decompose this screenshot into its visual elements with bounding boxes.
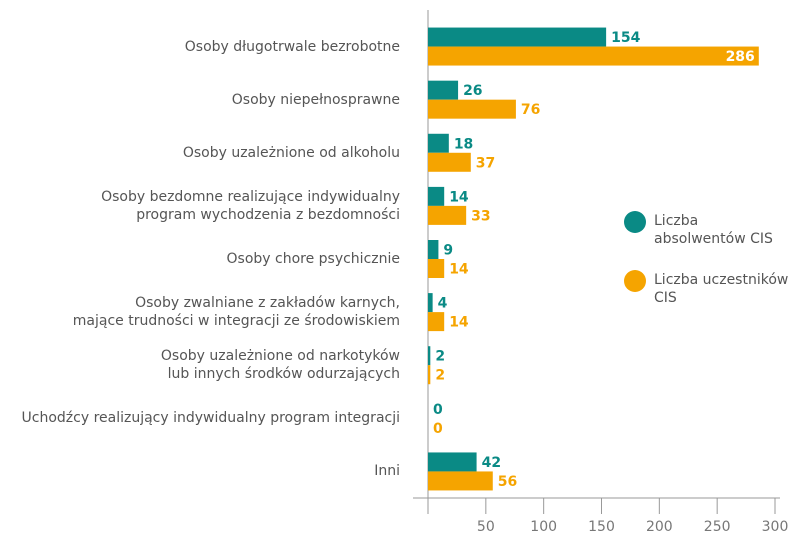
bar bbox=[428, 99, 516, 119]
value-label: 37 bbox=[476, 155, 495, 171]
category-label: Osoby długotrwale bezrobotne bbox=[184, 38, 400, 55]
x-tick-label: 300 bbox=[762, 519, 789, 535]
bar bbox=[428, 346, 431, 366]
legend-label: Liczba uczestników CIS bbox=[654, 272, 789, 306]
value-label: 154 bbox=[611, 30, 640, 46]
x-tick-label: 150 bbox=[588, 519, 615, 535]
x-tick-label: 250 bbox=[704, 519, 731, 535]
bar bbox=[428, 312, 445, 332]
legend-label: Liczba absolwentów CIS bbox=[654, 213, 773, 247]
value-label: 286 bbox=[726, 49, 755, 65]
x-tick-label: 50 bbox=[477, 519, 495, 535]
bar bbox=[428, 186, 445, 206]
x-tick-label: 100 bbox=[530, 519, 557, 535]
category-label: Osoby uzależnione od alkoholu bbox=[182, 144, 400, 161]
value-label: 14 bbox=[449, 262, 469, 278]
bar bbox=[428, 452, 477, 472]
bar bbox=[428, 293, 433, 313]
value-label: 14 bbox=[449, 315, 469, 331]
value-label: 0 bbox=[433, 402, 443, 418]
value-label: 0 bbox=[433, 421, 443, 437]
value-label: 14 bbox=[449, 189, 469, 205]
x-tick-label: 200 bbox=[646, 519, 673, 535]
bar bbox=[428, 240, 439, 259]
value-label: 18 bbox=[454, 136, 473, 152]
legend-swatch bbox=[624, 211, 646, 233]
category-label: Osoby zwalniane z zakładów karnych, mają… bbox=[72, 295, 400, 330]
value-label: 42 bbox=[482, 455, 501, 471]
bar bbox=[428, 365, 431, 385]
bar bbox=[428, 259, 445, 278]
value-label: 2 bbox=[435, 368, 445, 384]
category-label: Osoby niepełnosprawne bbox=[231, 91, 400, 108]
bar bbox=[428, 471, 493, 491]
value-label: 4 bbox=[438, 296, 448, 312]
bar bbox=[428, 152, 471, 172]
value-label: 76 bbox=[521, 102, 540, 118]
bar bbox=[428, 80, 459, 100]
bar bbox=[428, 205, 467, 225]
category-label: Uchodźcy realizujący indywidualny progra… bbox=[21, 410, 400, 427]
bar bbox=[428, 27, 607, 47]
value-label: 2 bbox=[435, 349, 445, 365]
category-label: Inni bbox=[374, 463, 400, 480]
bar bbox=[428, 46, 759, 66]
legend-swatch bbox=[624, 270, 646, 292]
bar bbox=[428, 133, 449, 153]
value-label: 26 bbox=[463, 83, 482, 99]
category-label: Osoby chore psychicznie bbox=[226, 251, 401, 267]
category-label: Osoby uzależnione od narkotyków lub inny… bbox=[160, 348, 400, 383]
category-label: Osoby bezdomne realizujące indywidualny … bbox=[101, 188, 400, 223]
value-label: 56 bbox=[498, 474, 517, 490]
value-label: 9 bbox=[443, 243, 453, 259]
value-label: 33 bbox=[471, 208, 490, 224]
